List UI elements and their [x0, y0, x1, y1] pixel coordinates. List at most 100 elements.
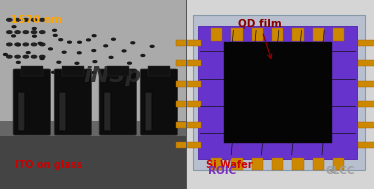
Circle shape	[23, 55, 28, 58]
Circle shape	[53, 29, 56, 31]
Circle shape	[53, 34, 57, 36]
Bar	[186, 0, 187, 189]
Circle shape	[38, 42, 42, 44]
Bar	[176, 122, 201, 128]
Bar	[313, 29, 324, 41]
Circle shape	[92, 35, 96, 37]
Bar	[231, 29, 243, 41]
Text: QD film: QD film	[238, 19, 282, 58]
Bar	[176, 81, 201, 87]
Bar	[313, 157, 324, 170]
Bar	[176, 40, 201, 46]
Text: 1570 nm: 1570 nm	[11, 15, 62, 25]
FancyBboxPatch shape	[99, 69, 137, 135]
FancyBboxPatch shape	[104, 92, 111, 131]
Text: ITO on glass: ITO on glass	[15, 160, 82, 170]
Circle shape	[111, 38, 115, 40]
Bar	[272, 157, 283, 170]
Circle shape	[33, 67, 37, 69]
Circle shape	[7, 55, 12, 58]
Bar	[333, 157, 344, 170]
Bar	[176, 101, 201, 107]
Circle shape	[3, 53, 7, 55]
Bar	[211, 29, 223, 41]
Circle shape	[7, 19, 12, 21]
Circle shape	[68, 41, 71, 43]
Circle shape	[12, 35, 15, 37]
Bar	[231, 157, 243, 170]
Circle shape	[104, 45, 108, 47]
Text: iNSp: iNSp	[83, 66, 141, 86]
Circle shape	[92, 72, 96, 74]
Bar	[176, 142, 201, 148]
Circle shape	[122, 50, 126, 52]
Bar	[21, 66, 43, 76]
Text: CLCC: CLCC	[325, 166, 355, 176]
Bar	[0, 0, 187, 123]
Circle shape	[26, 52, 30, 53]
Circle shape	[150, 45, 154, 47]
FancyBboxPatch shape	[54, 69, 92, 135]
Bar	[358, 81, 374, 87]
Circle shape	[7, 43, 12, 46]
Circle shape	[23, 31, 28, 33]
Circle shape	[77, 52, 81, 54]
Circle shape	[40, 31, 45, 33]
Bar	[358, 101, 374, 107]
Text: ROIC: ROIC	[208, 146, 240, 176]
Bar	[272, 29, 283, 41]
Circle shape	[15, 43, 20, 46]
Circle shape	[15, 31, 20, 33]
Circle shape	[16, 61, 20, 63]
FancyBboxPatch shape	[145, 92, 152, 131]
Bar	[292, 29, 304, 41]
Circle shape	[62, 51, 66, 53]
Circle shape	[12, 26, 16, 28]
FancyBboxPatch shape	[13, 69, 50, 135]
Bar	[193, 15, 365, 170]
Circle shape	[40, 58, 44, 60]
Circle shape	[131, 42, 135, 44]
Text: Si Wafer: Si Wafer	[206, 160, 252, 170]
Circle shape	[111, 68, 115, 70]
Circle shape	[72, 73, 76, 75]
Circle shape	[23, 19, 28, 21]
Bar	[358, 40, 374, 46]
Circle shape	[109, 56, 113, 58]
Circle shape	[15, 55, 20, 58]
Bar	[62, 66, 84, 76]
Bar	[0, 121, 187, 136]
Circle shape	[16, 44, 20, 46]
Bar	[198, 26, 357, 159]
Circle shape	[40, 55, 45, 58]
Circle shape	[33, 35, 36, 37]
Circle shape	[40, 43, 45, 46]
Circle shape	[31, 31, 37, 33]
Circle shape	[59, 39, 62, 41]
Bar	[107, 66, 129, 76]
FancyBboxPatch shape	[59, 92, 66, 131]
Circle shape	[92, 50, 96, 52]
Circle shape	[23, 43, 28, 46]
Bar	[252, 157, 263, 170]
Circle shape	[93, 61, 97, 63]
Bar	[211, 157, 223, 170]
Circle shape	[49, 48, 52, 50]
Bar	[252, 29, 263, 41]
Bar	[358, 142, 374, 148]
Circle shape	[78, 41, 82, 43]
Circle shape	[52, 71, 55, 73]
Circle shape	[57, 61, 61, 63]
Bar	[187, 0, 374, 189]
Bar	[176, 60, 201, 66]
Circle shape	[128, 62, 131, 64]
Bar	[358, 122, 374, 128]
Bar	[224, 42, 332, 143]
Bar	[333, 29, 344, 41]
Bar	[358, 60, 374, 66]
Circle shape	[7, 31, 12, 33]
FancyBboxPatch shape	[18, 92, 25, 131]
Circle shape	[15, 19, 20, 21]
Bar	[148, 66, 170, 76]
Circle shape	[31, 55, 37, 58]
